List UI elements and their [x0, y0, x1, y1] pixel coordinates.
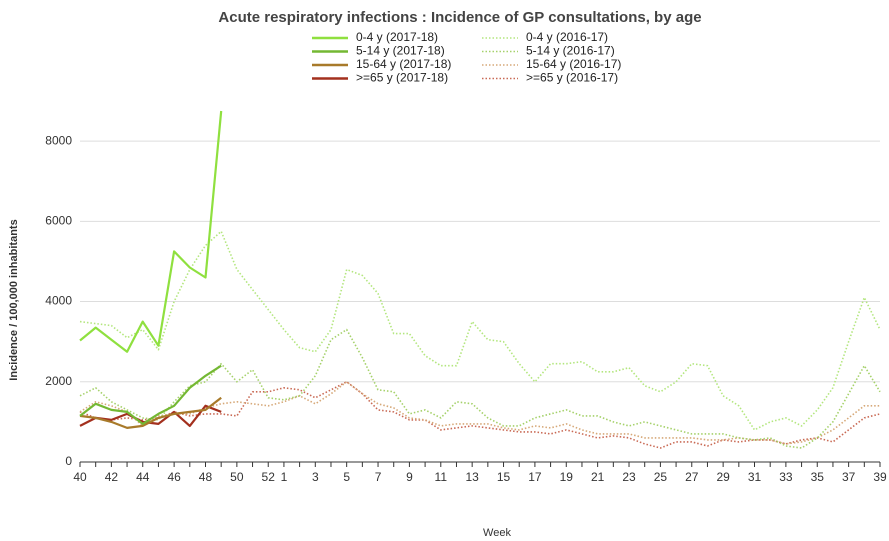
x-tick-label: 19 [560, 470, 574, 484]
x-tick-label: 15 [497, 470, 511, 484]
x-tick-label: 23 [622, 470, 636, 484]
x-axis-label: Week [483, 527, 511, 539]
y-tick-label: 2000 [45, 374, 72, 388]
legend-label: >=65 y (2017-18) [356, 71, 448, 85]
legend-label: 0-4 y (2017-18) [356, 30, 438, 44]
x-tick-label: 3 [312, 470, 319, 484]
x-tick-label: 33 [779, 470, 793, 484]
x-tick-label: 25 [654, 470, 668, 484]
series-line [79, 396, 222, 429]
legend-label: 15-64 y (2017-18) [356, 57, 451, 71]
y-tick-label: 0 [65, 454, 72, 468]
y-tick-label: 6000 [45, 214, 72, 228]
chart-title: Acute respiratory infections : Incidence… [218, 9, 701, 26]
x-tick-label: 1 [281, 470, 288, 484]
x-tick-label: 44 [136, 470, 150, 484]
legend-label: 5-14 y (2016-17) [526, 44, 615, 58]
x-tick-label: 35 [811, 470, 825, 484]
x-tick-label: 7 [375, 470, 382, 484]
y-axis-label: Incidence / 100,000 inhabitants [8, 219, 20, 380]
series-line [79, 110, 223, 353]
x-tick-label: 40 [73, 470, 87, 484]
series-line [79, 230, 881, 431]
x-tick-label: 31 [748, 470, 762, 484]
y-tick-label: 4000 [45, 294, 72, 308]
x-tick-label: 39 [873, 470, 887, 484]
series-line [79, 328, 881, 449]
x-tick-label: 21 [591, 470, 605, 484]
x-tick-label: 29 [716, 470, 730, 484]
x-tick-label: 50 [230, 470, 244, 484]
y-tick-label: 8000 [45, 133, 72, 147]
x-tick-label: 9 [406, 470, 413, 484]
x-tick-label: 37 [842, 470, 856, 484]
x-tick-label: 42 [105, 470, 119, 484]
x-tick-label: 13 [465, 470, 479, 484]
legend: 0-4 y (2017-18)5-14 y (2017-18)15-64 y (… [312, 30, 621, 85]
legend-label: 15-64 y (2016-17) [526, 57, 621, 71]
x-tick-label: 48 [199, 470, 213, 484]
legend-label: >=65 y (2016-17) [526, 71, 618, 85]
x-tick-label: 27 [685, 470, 699, 484]
x-tick-label: 5 [343, 470, 350, 484]
series-line [79, 381, 881, 449]
x-tick-label: 17 [528, 470, 542, 484]
x-tick-label: 11 [435, 470, 448, 484]
legend-label: 5-14 y (2017-18) [356, 44, 445, 58]
legend-label: 0-4 y (2016-17) [526, 30, 608, 44]
x-tick-label: 52 [262, 470, 276, 484]
series-line [79, 364, 222, 425]
x-tick-label: 46 [167, 470, 181, 484]
